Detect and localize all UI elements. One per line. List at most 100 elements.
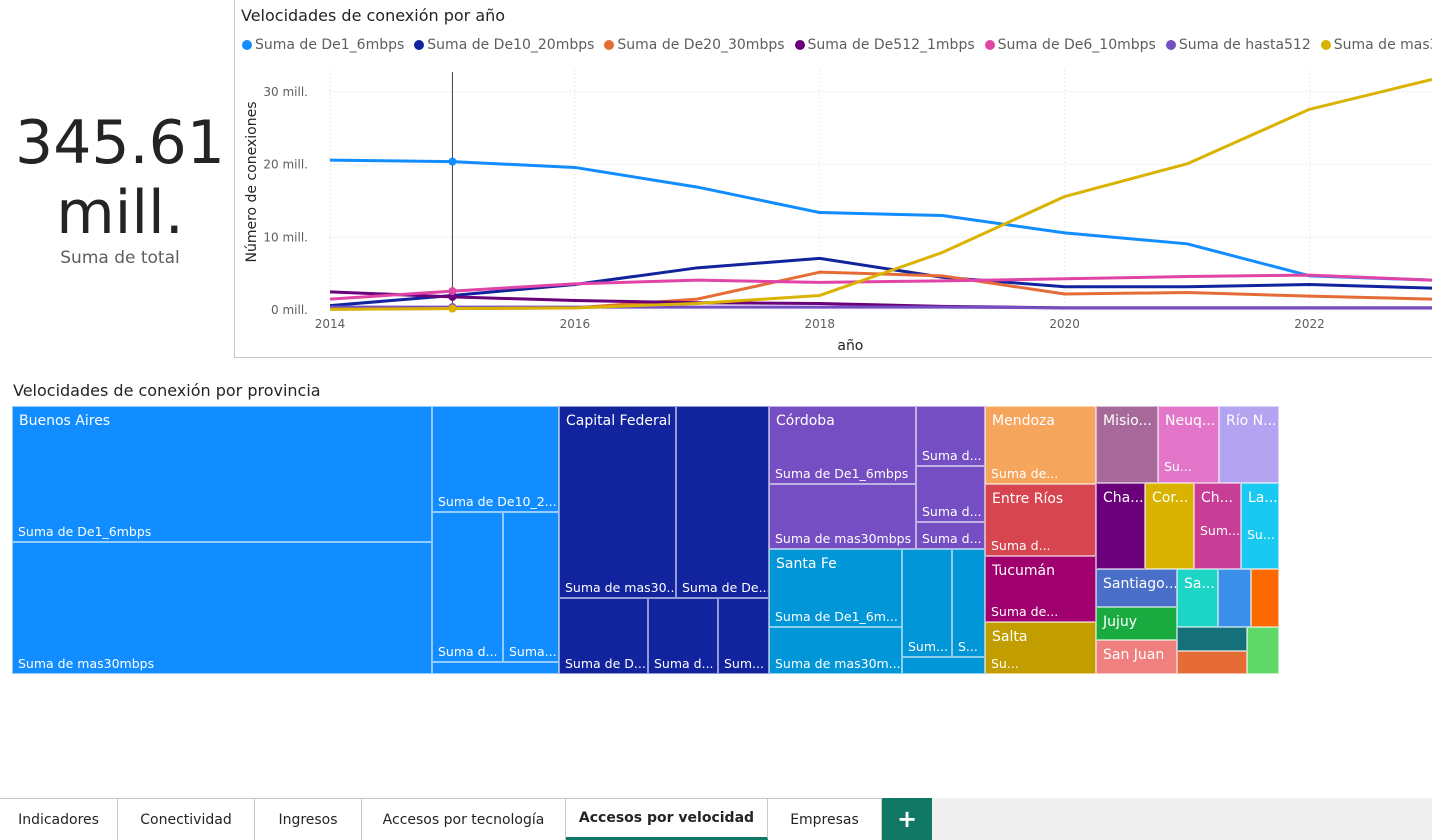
tab-accesos-por-tecnologia[interactable]: Accesos por tecnología: [362, 798, 566, 840]
legend-item[interactable]: Suma de De1_6mbps: [242, 37, 404, 53]
treemap-tile-cordoba-mas30[interactable]: Suma de mas30mbps: [769, 484, 916, 549]
legend-marker-icon: [794, 40, 805, 50]
tile-label: Sum...: [908, 639, 948, 654]
treemap-tile-small-b[interactable]: [1251, 569, 1279, 627]
treemap-tile-chaco[interactable]: Cha...: [1096, 483, 1145, 569]
tile-label: S...: [958, 639, 978, 654]
treemap-tile-cordoba-3[interactable]: Suma d...: [916, 406, 985, 466]
y-tick-label: 0 mill.: [271, 303, 308, 317]
treemap-tile-small-c[interactable]: [1177, 627, 1247, 651]
line-chart-panel[interactable]: [234, 0, 1432, 358]
treemap[interactable]: Buenos Aires Suma de De1_6mbps Suma de m…: [12, 406, 1280, 674]
tile-label: Sum...: [1200, 523, 1240, 538]
legend-item[interactable]: Suma de hasta512: [1165, 37, 1311, 53]
treemap-tile-cordoba-de1-6[interactable]: Córdoba Suma de De1_6mbps: [769, 406, 916, 484]
province-label-rio-negro: Río N...: [1226, 413, 1277, 429]
treemap-tile-santa-fe-3[interactable]: Sum...: [902, 549, 952, 657]
legend-label: Suma de De512_1mbps: [807, 37, 975, 53]
treemap-tile-capital-federal-mas30[interactable]: Capital Federal Suma de mas30...: [559, 406, 676, 598]
y-axis-title: Número de conexiones: [244, 101, 260, 262]
province-label-chaco: Cha...: [1103, 490, 1144, 506]
treemap-tile-la-pampa[interactable]: La... Su...: [1241, 483, 1279, 569]
treemap-tile-jujuy[interactable]: Jujuy: [1096, 607, 1177, 640]
tile-label: Suma d...: [438, 644, 498, 659]
x-axis-title: año: [837, 338, 863, 354]
treemap-tile-capital-federal-4[interactable]: Suma d...: [648, 598, 718, 674]
legend-marker-icon: [414, 40, 425, 50]
legend-label: Suma de De1_6mbps: [255, 37, 405, 53]
x-tick-label: 2014: [315, 317, 346, 331]
legend-item[interactable]: Suma de De512_1mbps: [794, 37, 975, 53]
treemap-tile-buenos-aires-other-2[interactable]: Suma...: [503, 512, 559, 662]
treemap-tile-tucuman[interactable]: Tucumán Suma de...: [985, 556, 1096, 622]
treemap-tile-buenos-aires-mas30[interactable]: Suma de mas30mbps: [12, 542, 432, 674]
series-line: [329, 256, 1432, 308]
tile-label: Suma de De1_6m...: [775, 609, 898, 624]
legend-item[interactable]: Suma de mas30mbps: [1320, 37, 1432, 53]
treemap-tile-santa-fe-5[interactable]: [902, 657, 985, 674]
treemap-tile-santa-fe-mas30[interactable]: Suma de mas30m...: [769, 627, 902, 674]
treemap-tile-buenos-aires-de1-6[interactable]: Buenos Aires Suma de De1_6mbps: [12, 406, 432, 542]
province-label-corrientes: Cor...: [1152, 490, 1189, 506]
hover-point: [448, 292, 457, 301]
tab-conectividad[interactable]: Conectividad: [118, 798, 255, 840]
treemap-tile-misiones[interactable]: Misio...: [1096, 406, 1158, 483]
treemap-tile-small-d[interactable]: [1177, 651, 1247, 674]
treemap-tile-buenos-aires-other-1[interactable]: Suma d...: [432, 512, 503, 662]
add-page-button[interactable]: +: [882, 798, 932, 840]
hover-point: [448, 157, 457, 166]
kpi-label: Suma de total: [60, 248, 180, 268]
treemap-tile-capital-federal-5[interactable]: Sum...: [718, 598, 769, 674]
tab-indicadores[interactable]: Indicadores: [0, 798, 118, 840]
tab-ingresos[interactable]: Ingresos: [255, 798, 362, 840]
legend-item[interactable]: Suma de De6_10mbps: [984, 37, 1156, 53]
treemap-tile-cordoba-5[interactable]: Suma d...: [916, 522, 985, 549]
province-label-san-juan: San Juan: [1103, 647, 1165, 663]
tab-empresas[interactable]: Empresas: [768, 798, 882, 840]
treemap-tile-small-e[interactable]: [1247, 627, 1279, 674]
series-line: [329, 158, 1432, 282]
treemap-tile-santa-fe-de1-6[interactable]: Santa Fe Suma de De1_6m...: [769, 549, 902, 627]
legend-marker-icon: [1320, 40, 1331, 50]
tile-label: Suma de mas30mbps: [775, 531, 912, 546]
treemap-tile-neuquen[interactable]: Neuq... Su...: [1158, 406, 1219, 483]
tile-label: Su...: [991, 656, 1019, 671]
treemap-tile-santa-fe-4[interactable]: S...: [952, 549, 985, 657]
legend-item[interactable]: Suma de De20_30mbps: [604, 37, 785, 53]
treemap-tile-corrientes[interactable]: Cor...: [1145, 483, 1194, 569]
legend-item[interactable]: Suma de De10_20mbps: [414, 37, 594, 53]
province-label-buenos-aires: Buenos Aires: [19, 413, 111, 429]
x-tick-label: 2016: [560, 317, 591, 331]
treemap-tile-entre-rios[interactable]: Entre Ríos Suma d...: [985, 484, 1096, 556]
plus-icon: +: [896, 805, 918, 833]
treemap-title: Velocidades de conexión por provincia: [13, 381, 321, 400]
treemap-tile-capital-federal-3[interactable]: Suma de D...: [559, 598, 648, 674]
province-label-santiago: Santiago...: [1103, 576, 1177, 592]
province-label-chubut: Ch...: [1201, 490, 1233, 506]
treemap-tile-chubut[interactable]: Ch... Sum...: [1194, 483, 1241, 569]
tile-label: Suma...: [509, 644, 557, 659]
treemap-tile-rio-negro[interactable]: Río N...: [1219, 406, 1279, 483]
y-tick-label: 10 mill.: [263, 230, 308, 244]
treemap-tile-santa-cruz[interactable]: Sa...: [1177, 569, 1218, 627]
tile-label: Suma de De10_2...: [438, 494, 557, 509]
line-chart-plot[interactable]: 0 mill. 10 mill. 20 mill. 30 mill. 2014 2016 2…: [235, 60, 1432, 356]
treemap-tile-santiago[interactable]: Santiago...: [1096, 569, 1177, 607]
treemap-tile-mendoza[interactable]: Mendoza Suma de...: [985, 406, 1096, 484]
treemap-tile-small-a[interactable]: [1218, 569, 1251, 627]
province-label-mendoza: Mendoza: [992, 413, 1055, 429]
hover-point: [448, 304, 457, 313]
treemap-tile-buenos-aires-small[interactable]: [432, 662, 559, 674]
kpi-value-line1: 345.61: [15, 108, 225, 178]
tab-accesos-por-velocidad[interactable]: Accesos por velocidad: [566, 798, 768, 840]
line-chart-title: Velocidades de conexión por año: [241, 6, 506, 25]
treemap-tile-buenos-aires-de10-20[interactable]: Suma de De10_2...: [432, 406, 559, 512]
tile-label: Suma de mas30...: [565, 580, 676, 595]
treemap-tile-san-juan[interactable]: San Juan: [1096, 640, 1177, 674]
tile-label: Suma de De...: [682, 580, 769, 595]
treemap-tile-capital-federal-2[interactable]: Suma de De...: [676, 406, 769, 598]
treemap-tile-salta[interactable]: Salta Su...: [985, 622, 1096, 674]
province-label-entre-rios: Entre Ríos: [992, 491, 1064, 507]
treemap-tile-cordoba-4[interactable]: Suma d...: [916, 466, 985, 522]
province-label-neuquen: Neuq...: [1165, 413, 1216, 429]
